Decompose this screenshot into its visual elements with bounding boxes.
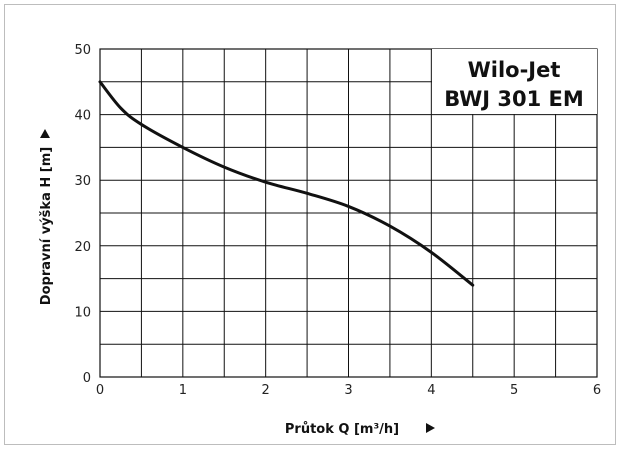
series-group — [98, 80, 475, 287]
plot-border — [99, 48, 598, 378]
x-tick-label: 6 — [593, 383, 601, 398]
y-tick-label: 30 — [74, 174, 91, 189]
y-tick-label: 50 — [74, 43, 91, 58]
chart-title-line-2: BWJ 301 EM — [444, 87, 584, 111]
y-tick-label: 0 — [83, 371, 91, 386]
y-axis-arrow-icon — [40, 129, 50, 138]
x-tick-label: 1 — [179, 383, 187, 398]
x-tick-label: 5 — [510, 383, 518, 398]
x-axis-label: Průtok Q [m³/h] — [285, 422, 399, 437]
x-axis-arrow-icon — [426, 423, 435, 433]
y-axis-label: Dopravní výška H [m] — [39, 147, 54, 305]
y-tick-label: 40 — [74, 109, 91, 124]
x-tick-label: 3 — [344, 383, 352, 398]
title-box — [432, 49, 597, 114]
plot-area-border — [99, 48, 598, 378]
y-tick-label: 20 — [74, 240, 91, 255]
y-tick-labels: 0 10 20 30 40 50 — [74, 43, 91, 386]
x-tick-label: 4 — [427, 383, 435, 398]
x-tick-label: 0 — [96, 383, 104, 398]
y-tick-label: 10 — [74, 305, 91, 320]
chart-title-line-1: Wilo-Jet — [468, 58, 561, 82]
x-tick-label: 2 — [262, 383, 270, 398]
pump-curve-line — [98, 80, 475, 287]
x-tick-labels: 0 1 2 3 4 5 6 — [96, 383, 601, 398]
